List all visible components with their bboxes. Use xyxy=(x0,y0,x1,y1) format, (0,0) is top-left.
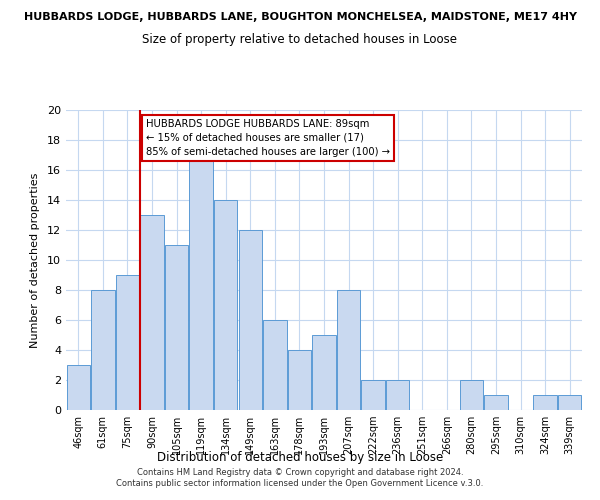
Bar xyxy=(239,230,262,410)
Text: Distribution of detached houses by size in Loose: Distribution of detached houses by size … xyxy=(157,451,443,464)
Text: Contains HM Land Registry data © Crown copyright and database right 2024.
Contai: Contains HM Land Registry data © Crown c… xyxy=(116,468,484,487)
Bar xyxy=(288,350,311,410)
Bar xyxy=(533,395,557,410)
Bar xyxy=(214,200,238,410)
Bar xyxy=(337,290,360,410)
Text: HUBBARDS LODGE HUBBARDS LANE: 89sqm
← 15% of detached houses are smaller (17)
85: HUBBARDS LODGE HUBBARDS LANE: 89sqm ← 15… xyxy=(146,119,390,157)
Bar xyxy=(116,275,139,410)
Bar xyxy=(484,395,508,410)
Bar xyxy=(190,155,213,410)
Bar xyxy=(386,380,409,410)
Text: HUBBARDS LODGE, HUBBARDS LANE, BOUGHTON MONCHELSEA, MAIDSTONE, ME17 4HY: HUBBARDS LODGE, HUBBARDS LANE, BOUGHTON … xyxy=(23,12,577,22)
Bar xyxy=(313,335,335,410)
Bar xyxy=(460,380,483,410)
Bar xyxy=(361,380,385,410)
Bar xyxy=(140,215,164,410)
Bar xyxy=(263,320,287,410)
Text: Size of property relative to detached houses in Loose: Size of property relative to detached ho… xyxy=(143,32,458,46)
Bar xyxy=(558,395,581,410)
Bar xyxy=(165,245,188,410)
Y-axis label: Number of detached properties: Number of detached properties xyxy=(30,172,40,348)
Bar xyxy=(91,290,115,410)
Bar xyxy=(67,365,90,410)
